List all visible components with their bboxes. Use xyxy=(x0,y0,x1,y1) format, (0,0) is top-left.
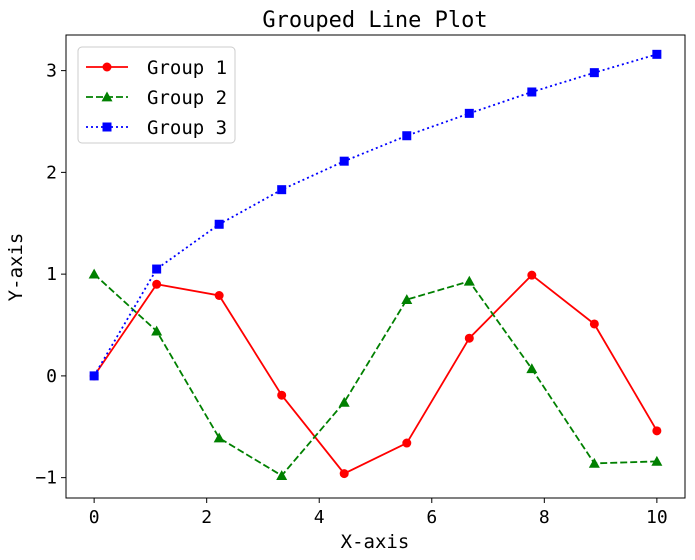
data-point xyxy=(152,264,162,274)
y-tick-label: 2 xyxy=(46,162,57,183)
chart-title: Grouped Line Plot xyxy=(262,8,487,33)
y-tick-label: 1 xyxy=(46,264,57,285)
legend-label: Group 1 xyxy=(147,57,227,79)
series-group-3 xyxy=(89,49,662,381)
series-line-2 xyxy=(93,273,657,477)
data-point xyxy=(338,396,350,407)
data-point xyxy=(401,294,413,304)
data-point xyxy=(89,371,99,381)
data-point xyxy=(152,279,162,289)
data-point xyxy=(651,455,663,466)
y-axis-ticks: −1 0 1 2 3 xyxy=(35,61,66,489)
data-point xyxy=(277,185,287,195)
data-point xyxy=(588,457,600,468)
y-tick-label: −1 xyxy=(35,468,57,489)
data-point xyxy=(214,219,224,229)
y-tick-label: 3 xyxy=(46,61,57,82)
plot-frame xyxy=(65,34,686,499)
data-point xyxy=(464,108,474,118)
x-tick-label: 6 xyxy=(426,507,437,528)
data-point xyxy=(652,426,662,436)
data-point xyxy=(589,68,599,78)
legend-marker xyxy=(102,62,112,72)
data-point xyxy=(402,131,412,141)
data-point xyxy=(527,87,537,97)
data-point xyxy=(151,325,163,336)
data-point xyxy=(213,432,225,443)
x-tick-label: 4 xyxy=(314,507,325,528)
series-group-1 xyxy=(89,270,662,479)
data-point xyxy=(463,275,475,286)
x-tick-label: 0 xyxy=(89,507,100,528)
legend-marker xyxy=(101,91,113,102)
series-group-2 xyxy=(88,268,663,481)
data-point xyxy=(652,49,662,59)
x-tick-label: 2 xyxy=(201,507,212,528)
x-tick-label: 10 xyxy=(646,507,668,528)
data-point xyxy=(277,390,287,400)
series-line-1 xyxy=(93,273,658,475)
data-point xyxy=(589,319,599,329)
legend-box xyxy=(77,46,236,144)
data-point xyxy=(339,156,349,166)
data-point xyxy=(339,469,349,479)
data-point xyxy=(526,363,538,374)
data-point xyxy=(402,438,412,448)
legend-label: Group 3 xyxy=(147,117,227,139)
legend-label: Group 2 xyxy=(147,87,227,109)
legend-marker xyxy=(102,122,112,132)
legend: Group 1 Group 2 Group 3 xyxy=(77,46,236,144)
plot-area xyxy=(88,49,663,481)
x-tick-label: 8 xyxy=(539,507,550,528)
data-point xyxy=(527,270,537,280)
y-tick-label: 0 xyxy=(46,366,57,387)
data-point xyxy=(276,470,288,481)
data-point xyxy=(214,291,224,301)
data-point xyxy=(88,268,100,279)
x-axis-label: X-axis xyxy=(341,531,410,553)
x-axis-ticks: 0 2 4 6 8 10 xyxy=(89,498,668,528)
y-axis-label: Y-axis xyxy=(5,233,27,302)
data-point xyxy=(464,333,474,343)
